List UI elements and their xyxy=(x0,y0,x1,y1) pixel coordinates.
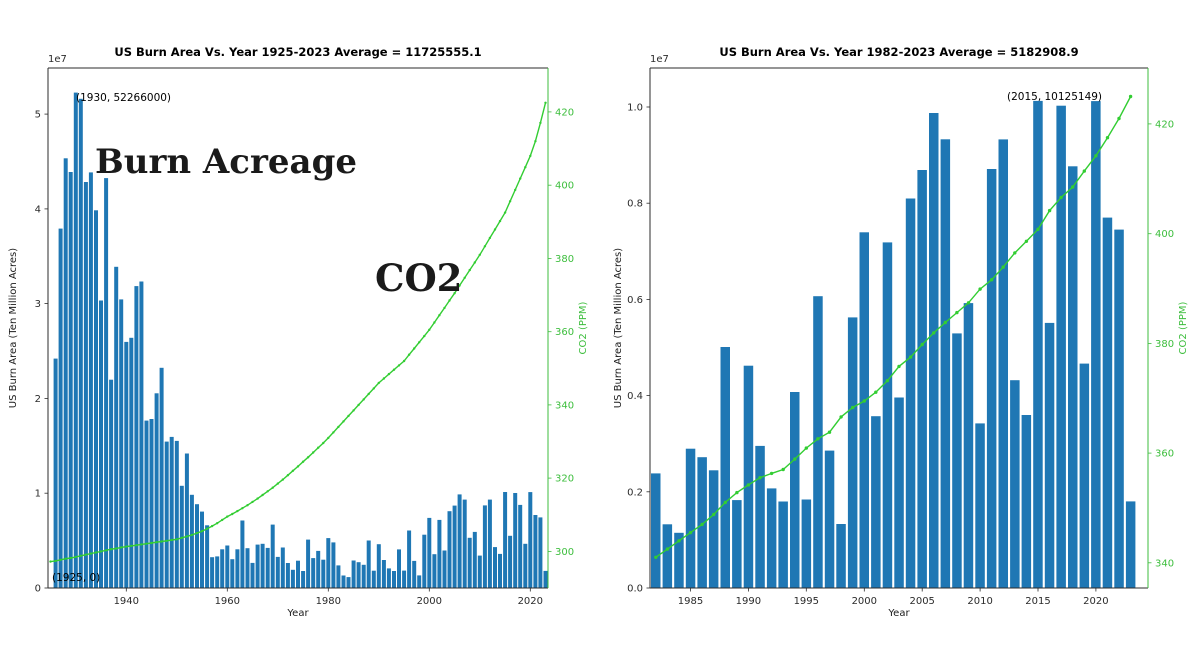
left-chart-offset-text: 1e7 xyxy=(48,54,67,65)
left-chart-xlabel: Year xyxy=(286,608,309,619)
svg-text:400: 400 xyxy=(555,181,574,192)
svg-text:0.6: 0.6 xyxy=(627,295,643,306)
left-chart-bars xyxy=(53,92,548,589)
svg-text:1: 1 xyxy=(35,489,41,500)
svg-text:3: 3 xyxy=(35,299,41,310)
svg-text:360: 360 xyxy=(555,327,574,338)
svg-text:1.0: 1.0 xyxy=(627,103,643,114)
right-chart-ylabel: US Burn Area (Ten Million Acres) xyxy=(613,248,624,408)
right-chart-offset-text: 1e7 xyxy=(650,54,669,65)
burn-acreage-label: Burn Acreage xyxy=(95,142,357,182)
svg-text:340: 340 xyxy=(1155,558,1174,569)
svg-text:340: 340 xyxy=(555,400,574,411)
svg-text:420: 420 xyxy=(1155,119,1174,130)
right-chart: 1985 1990 1995 2000 2005 2010 2015 2020 0.0 0.2 0.… xyxy=(613,45,1189,619)
svg-text:1980: 1980 xyxy=(316,596,341,607)
co2-label: CO2 xyxy=(375,256,462,300)
svg-text:1985: 1985 xyxy=(678,596,703,607)
svg-text:420: 420 xyxy=(555,107,574,118)
left-chart: 1940 1960 1980 2000 2020 0 1 2 3 4 5 300 320 340 360 38… xyxy=(8,45,589,619)
svg-text:0.2: 0.2 xyxy=(627,487,643,498)
svg-text:360: 360 xyxy=(1155,449,1174,460)
svg-text:0.0: 0.0 xyxy=(627,584,643,595)
left-chart-axes: 1940 1960 1980 2000 2020 0 1 2 3 4 5 300 320 340 360 38… xyxy=(35,67,574,607)
right-chart-bars xyxy=(651,100,1136,589)
left-chart-ylabel: US Burn Area (Ten Million Acres) xyxy=(8,248,19,408)
svg-text:400: 400 xyxy=(1155,229,1174,240)
left-chart-co2-ylabel: CO2 (PPM) xyxy=(578,301,589,354)
right-chart-co2-ylabel: CO2 (PPM) xyxy=(1178,301,1189,354)
svg-text:320: 320 xyxy=(555,474,574,485)
svg-text:300: 300 xyxy=(555,547,574,558)
svg-text:1940: 1940 xyxy=(114,596,139,607)
svg-text:0.4: 0.4 xyxy=(627,391,643,402)
svg-text:2015: 2015 xyxy=(1025,596,1050,607)
right-chart-co2-line xyxy=(654,94,1133,559)
svg-text:2: 2 xyxy=(35,394,41,405)
svg-text:2005: 2005 xyxy=(909,596,934,607)
right-chart-axes: 1985 1990 1995 2000 2005 2010 2015 2020 0.0 0.2 0.… xyxy=(627,67,1174,607)
svg-text:5: 5 xyxy=(35,110,41,121)
svg-text:4: 4 xyxy=(35,204,41,215)
annotation-2015-peak: (2015, 10125149) xyxy=(1007,91,1102,103)
annotation-1925-zero: (1925, 0) xyxy=(52,572,100,584)
left-chart-co2-line xyxy=(49,101,547,563)
svg-text:2020: 2020 xyxy=(1083,596,1108,607)
right-chart-xlabel: Year xyxy=(887,608,910,619)
svg-text:380: 380 xyxy=(1155,339,1174,350)
svg-text:2000: 2000 xyxy=(417,596,442,607)
svg-text:2020: 2020 xyxy=(518,596,543,607)
svg-text:0: 0 xyxy=(35,584,41,595)
svg-text:0.8: 0.8 xyxy=(627,199,643,210)
svg-text:2010: 2010 xyxy=(967,596,992,607)
svg-text:1990: 1990 xyxy=(736,596,761,607)
svg-text:1960: 1960 xyxy=(215,596,240,607)
annotation-1930-peak: (1930, 52266000) xyxy=(76,92,171,104)
svg-text:380: 380 xyxy=(555,254,574,265)
svg-text:2000: 2000 xyxy=(852,596,877,607)
right-chart-title: US Burn Area Vs. Year 1982-2023 Average … xyxy=(719,45,1078,59)
left-chart-title: US Burn Area Vs. Year 1925-2023 Average … xyxy=(114,45,481,59)
svg-text:1995: 1995 xyxy=(794,596,819,607)
